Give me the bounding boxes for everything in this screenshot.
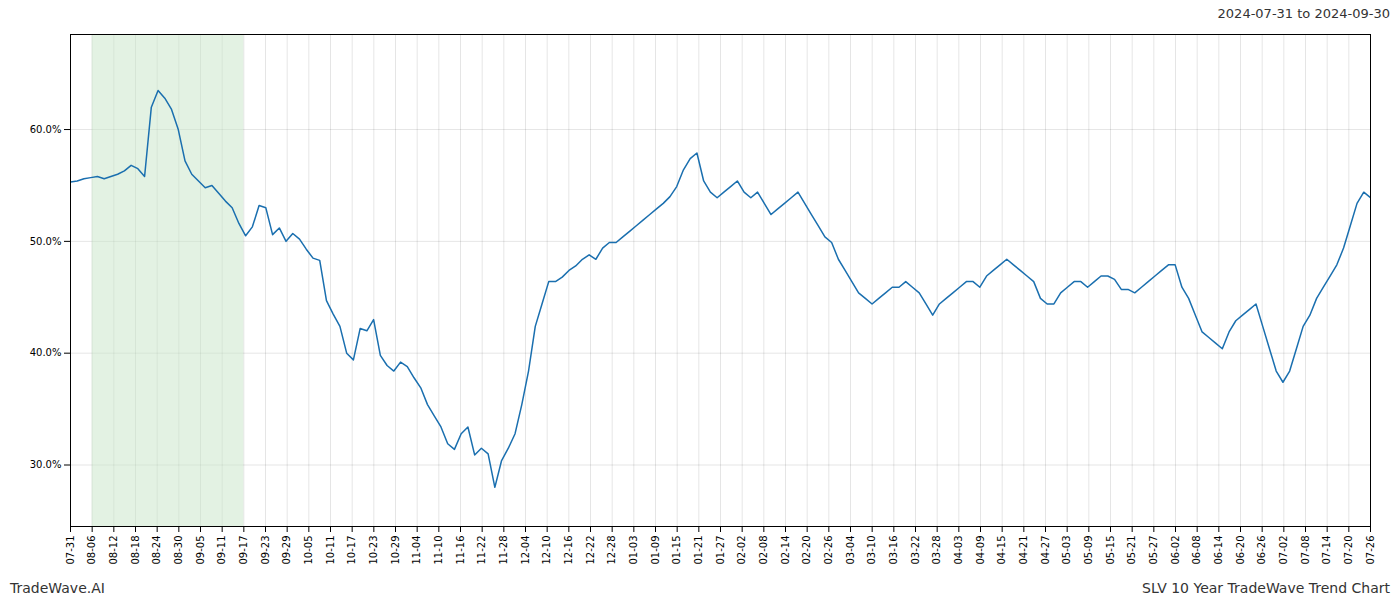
svg-text:03-16: 03-16 bbox=[888, 536, 899, 565]
svg-text:12-22: 12-22 bbox=[585, 536, 596, 565]
svg-text:11-28: 11-28 bbox=[498, 536, 509, 565]
svg-text:08-24: 08-24 bbox=[151, 536, 162, 565]
svg-text:06-20: 06-20 bbox=[1235, 536, 1246, 565]
svg-text:07-02: 07-02 bbox=[1278, 536, 1289, 565]
svg-text:12-28: 12-28 bbox=[606, 536, 617, 565]
svg-text:05-15: 05-15 bbox=[1105, 536, 1116, 565]
svg-text:11-16: 11-16 bbox=[455, 536, 466, 565]
svg-text:02-08: 02-08 bbox=[758, 536, 769, 565]
svg-text:50.0%: 50.0% bbox=[30, 236, 62, 247]
svg-text:10-29: 10-29 bbox=[390, 536, 401, 565]
svg-text:07-14: 07-14 bbox=[1321, 536, 1332, 565]
svg-text:05-27: 05-27 bbox=[1148, 536, 1159, 565]
svg-text:04-03: 04-03 bbox=[953, 536, 964, 565]
svg-text:03-28: 03-28 bbox=[931, 536, 942, 565]
svg-text:04-21: 04-21 bbox=[1018, 536, 1029, 565]
svg-text:02-26: 02-26 bbox=[823, 536, 834, 565]
svg-text:03-10: 03-10 bbox=[866, 536, 877, 565]
svg-text:09-29: 09-29 bbox=[281, 536, 292, 565]
svg-text:12-16: 12-16 bbox=[563, 536, 574, 565]
svg-text:10-23: 10-23 bbox=[368, 536, 379, 565]
svg-text:05-21: 05-21 bbox=[1126, 536, 1137, 565]
svg-text:01-21: 01-21 bbox=[693, 536, 704, 565]
svg-text:02-14: 02-14 bbox=[780, 536, 791, 565]
svg-text:01-09: 01-09 bbox=[650, 536, 661, 565]
svg-text:04-15: 04-15 bbox=[996, 536, 1007, 565]
svg-text:01-27: 01-27 bbox=[715, 536, 726, 565]
svg-text:04-27: 04-27 bbox=[1040, 536, 1051, 565]
svg-text:06-26: 06-26 bbox=[1256, 536, 1267, 565]
svg-text:11-22: 11-22 bbox=[476, 536, 487, 565]
svg-text:04-09: 04-09 bbox=[975, 536, 986, 565]
html-text:SLV 10 Year TradeWave Trend Ch: SLV 10 Year TradeWave Trend Chart bbox=[1142, 580, 1390, 596]
svg-text:02-02: 02-02 bbox=[736, 536, 747, 565]
svg-text:03-04: 03-04 bbox=[845, 536, 856, 565]
svg-text:06-02: 06-02 bbox=[1170, 536, 1181, 565]
svg-text:30.0%: 30.0% bbox=[30, 459, 62, 470]
svg-text:08-30: 08-30 bbox=[173, 536, 184, 565]
svg-text:07-20: 07-20 bbox=[1343, 536, 1354, 565]
svg-text:07-26: 07-26 bbox=[1365, 536, 1376, 565]
svg-text:09-17: 09-17 bbox=[238, 536, 249, 565]
svg-text:06-14: 06-14 bbox=[1213, 536, 1224, 565]
svg-text:11-04: 11-04 bbox=[411, 536, 422, 565]
html-text:2024-07-31 to 2024-09-30: 2024-07-31 to 2024-09-30 bbox=[1217, 6, 1390, 21]
svg-text:09-23: 09-23 bbox=[260, 536, 271, 565]
svg-text:01-03: 01-03 bbox=[628, 536, 639, 565]
svg-text:09-05: 09-05 bbox=[195, 536, 206, 565]
svg-text:60.0%: 60.0% bbox=[30, 124, 62, 135]
svg-text:06-08: 06-08 bbox=[1191, 536, 1202, 565]
svg-text:08-18: 08-18 bbox=[130, 536, 141, 565]
svg-text:02-20: 02-20 bbox=[801, 536, 812, 565]
html-text:TradeWave.AI: TradeWave.AI bbox=[10, 580, 105, 596]
svg-text:40.0%: 40.0% bbox=[30, 347, 62, 358]
svg-text:11-10: 11-10 bbox=[433, 536, 444, 565]
svg-text:12-10: 12-10 bbox=[541, 536, 552, 565]
svg-text:10-05: 10-05 bbox=[303, 536, 314, 565]
svg-text:03-22: 03-22 bbox=[910, 536, 921, 565]
svg-text:07-08: 07-08 bbox=[1300, 536, 1311, 565]
svg-text:07-31: 07-31 bbox=[65, 536, 76, 565]
svg-text:12-04: 12-04 bbox=[520, 536, 531, 565]
svg-text:10-11: 10-11 bbox=[325, 536, 336, 565]
svg-text:05-03: 05-03 bbox=[1061, 536, 1072, 565]
svg-text:10-17: 10-17 bbox=[346, 536, 357, 565]
svg-text:08-12: 08-12 bbox=[108, 536, 119, 565]
svg-text:09-11: 09-11 bbox=[216, 536, 227, 565]
svg-text:08-06: 08-06 bbox=[86, 536, 97, 565]
svg-text:01-15: 01-15 bbox=[671, 536, 682, 565]
svg-text:05-09: 05-09 bbox=[1083, 536, 1094, 565]
